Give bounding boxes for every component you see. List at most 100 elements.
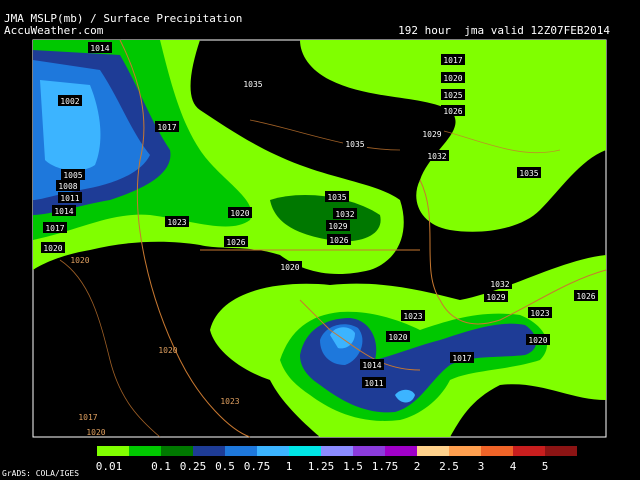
isobar-label: 1026 bbox=[329, 236, 348, 245]
isobar-label: 1020 bbox=[158, 346, 177, 355]
isobar-label: 1014 bbox=[90, 44, 109, 53]
isobar-box bbox=[441, 72, 465, 83]
legend-label: 4 bbox=[510, 460, 517, 473]
footer: GrADS: COLA/IGES bbox=[2, 469, 79, 478]
legend-label: 0.75 bbox=[244, 460, 271, 473]
isobar-box bbox=[574, 290, 598, 301]
legend-label: 2 bbox=[414, 460, 421, 473]
legend-label: 5 bbox=[542, 460, 549, 473]
isobar-box bbox=[61, 169, 85, 180]
isobar-label: 1035 bbox=[327, 193, 346, 202]
isobar-box bbox=[41, 242, 65, 253]
isobar-box bbox=[343, 138, 367, 149]
isobar-box bbox=[362, 377, 386, 388]
isobar-label: 1029 bbox=[422, 130, 441, 139]
isobar-box bbox=[488, 278, 512, 289]
isobar-box bbox=[517, 167, 541, 178]
isobar-label: 1011 bbox=[60, 194, 79, 203]
map-title: JMA MSLP(mb) / Surface Precipitation bbox=[4, 12, 242, 25]
legend-swatch bbox=[353, 446, 385, 456]
legend-swatch bbox=[257, 446, 289, 456]
isobar-label: 1025 bbox=[443, 91, 462, 100]
isobar-label: 1020 bbox=[388, 333, 407, 342]
isobar-label: 1023 bbox=[167, 218, 186, 227]
isobar-label: 1032 bbox=[427, 152, 446, 161]
isobar-box bbox=[326, 220, 350, 231]
isobar-labels: 1014 1002 1017 1005 1008 1011 1014 1017 1020 1035… bbox=[41, 42, 598, 437]
legend-label: 3 bbox=[478, 460, 485, 473]
isobar-label: 1023 bbox=[403, 312, 422, 321]
isobar-box bbox=[441, 105, 465, 116]
isobar-box bbox=[224, 236, 248, 247]
map-area bbox=[32, 0, 607, 438]
isobar-box bbox=[425, 150, 449, 161]
isobar-label: 1020 bbox=[443, 74, 462, 83]
map-source: AccuWeather.com bbox=[4, 24, 104, 37]
legend-label: 2.5 bbox=[439, 460, 459, 473]
isobar-label: 1035 bbox=[345, 140, 364, 149]
legend-label: 0.01 bbox=[96, 460, 123, 473]
isobar-box bbox=[526, 334, 550, 345]
isobar-box bbox=[528, 307, 552, 318]
legend-label: 1.5 bbox=[343, 460, 363, 473]
isobar-box bbox=[155, 121, 179, 132]
isobar-label: 1023 bbox=[220, 397, 239, 406]
isobar-label: 1017 bbox=[157, 123, 176, 132]
isobar-label: 1026 bbox=[443, 107, 462, 116]
legend-swatch bbox=[545, 446, 577, 456]
legend-swatch bbox=[321, 446, 353, 456]
legend-label: 0.1 bbox=[151, 460, 171, 473]
isobar-label: 1029 bbox=[486, 293, 505, 302]
isobar-label: 1017 bbox=[443, 56, 462, 65]
isobar-label: 1026 bbox=[226, 238, 245, 247]
legend-label: 0.25 bbox=[180, 460, 207, 473]
isobar-label: 1035 bbox=[243, 80, 262, 89]
isobar-box bbox=[241, 78, 265, 89]
isobar-label: 1020 bbox=[528, 336, 547, 345]
legend-label: 1 bbox=[286, 460, 293, 473]
isobar-label: 1032 bbox=[335, 210, 354, 219]
isobar-box bbox=[450, 352, 474, 363]
legend-swatch bbox=[417, 446, 449, 456]
isobar-box bbox=[58, 95, 82, 106]
legend-swatch bbox=[481, 446, 513, 456]
isobar-box bbox=[325, 191, 349, 202]
isobar-label: 1005 bbox=[63, 171, 82, 180]
isobar-box bbox=[360, 359, 384, 370]
isobar-box bbox=[278, 261, 302, 272]
isobar-box bbox=[401, 310, 425, 321]
legend-label: 0.5 bbox=[215, 460, 235, 473]
legend-swatch bbox=[225, 446, 257, 456]
legend-swatch bbox=[449, 446, 481, 456]
isobar-label: 1020 bbox=[230, 209, 249, 218]
isobar-label: 1017 bbox=[45, 224, 64, 233]
isobar-box bbox=[333, 208, 357, 219]
isobar-box bbox=[56, 180, 80, 191]
legend-swatch bbox=[161, 446, 193, 456]
legend-swatch bbox=[129, 446, 161, 456]
isobar-label: 1011 bbox=[364, 379, 383, 388]
isobar-box bbox=[441, 54, 465, 65]
legend-label: 1.25 bbox=[308, 460, 335, 473]
isobar-label: 1026 bbox=[576, 292, 595, 301]
isobar-label: 1002 bbox=[60, 97, 79, 106]
isobar-label: 1032 bbox=[490, 280, 509, 289]
isobar-label: 1029 bbox=[328, 222, 347, 231]
isobar-label: 1020 bbox=[43, 244, 62, 253]
isobar-label: 1020 bbox=[280, 263, 299, 272]
isobar-label: 1020 bbox=[70, 256, 89, 265]
legend-swatch bbox=[513, 446, 545, 456]
isobar-label: 1020 bbox=[86, 428, 105, 437]
isobar-box bbox=[386, 331, 410, 342]
isobar-box bbox=[58, 192, 82, 203]
isobar-label: 1017 bbox=[78, 413, 97, 422]
isobar-label: 1014 bbox=[362, 361, 381, 370]
isobar-box bbox=[88, 42, 112, 53]
isobar-box bbox=[327, 234, 351, 245]
legend-swatch bbox=[193, 446, 225, 456]
legend: 0.01 0.1 0.25 0.5 0.75 1 1.25 1.5 1.75 2 2.5 3 4 5 bbox=[96, 446, 577, 473]
legend-label: 1.75 bbox=[372, 460, 399, 473]
isobar-box bbox=[165, 216, 189, 227]
isobar-box bbox=[484, 291, 508, 302]
isobar-box bbox=[228, 207, 252, 218]
